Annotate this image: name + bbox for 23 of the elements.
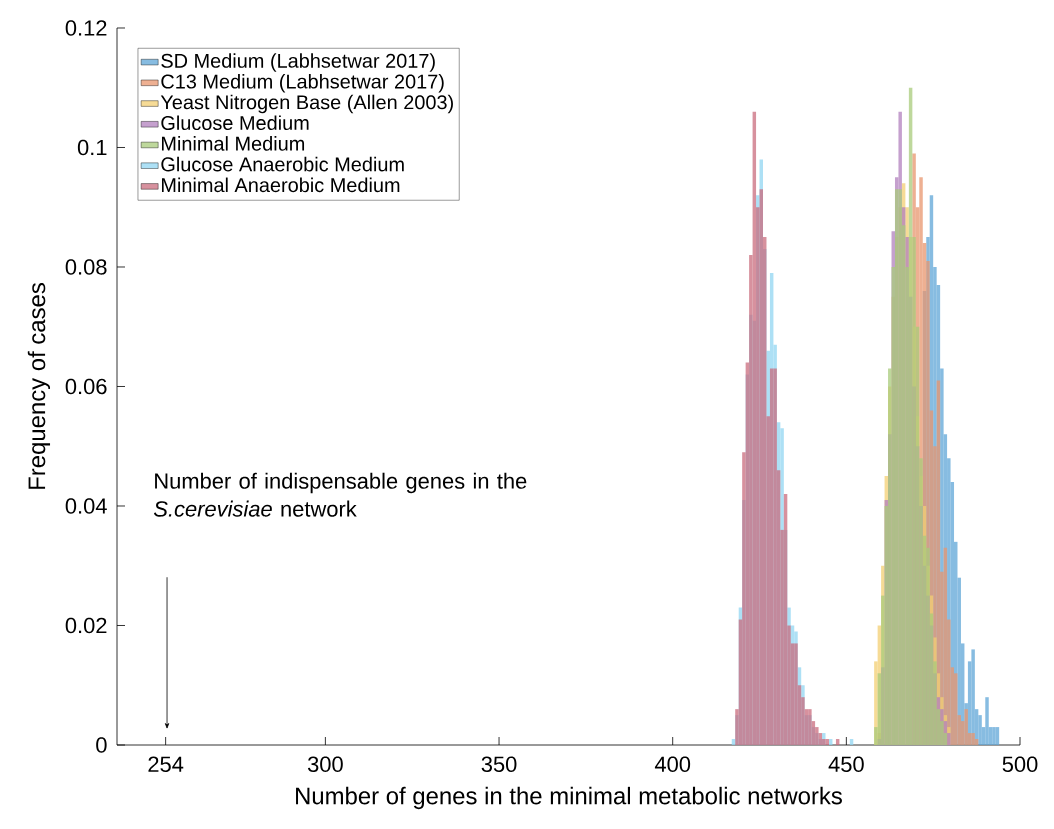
legend-label: C13 Medium (Labhsetwar 2017) xyxy=(161,73,444,93)
x-tick-label: 500 xyxy=(1002,756,1038,773)
legend-label: Yeast Nitrogen Base (Allen 2003) xyxy=(160,94,453,114)
y-tick-label: 0.04 xyxy=(65,498,107,514)
legend-label: Minimal Anaerobic Medium xyxy=(161,177,400,193)
y-tick-label: 0 xyxy=(96,737,107,753)
y-tick-label: 0.06 xyxy=(65,378,107,395)
y-tick-label: 0.02 xyxy=(65,617,107,634)
annotation: Number of indispensable genes in the S.cerevisiae network xyxy=(153,472,527,517)
y-tick-label: 0.08 xyxy=(65,259,107,275)
x-tick-label: 400 xyxy=(654,756,691,773)
y-tick-label: 0.12 xyxy=(65,20,107,36)
x-tick-label: 450 xyxy=(828,756,864,773)
x-tick-label: 300 xyxy=(307,756,343,773)
y-tick-label: 0.1 xyxy=(77,139,107,156)
legend-label: Glucose Anaerobic Medium xyxy=(161,156,404,172)
y-axis-title: Frequency of cases xyxy=(27,283,51,489)
legend-label: Glucose Medium xyxy=(161,115,309,131)
x-axis-title: Number of genes in the minimal metabolic networks xyxy=(296,786,842,810)
legend-label: Minimal Medium xyxy=(161,136,305,151)
x-tick-label: 254 xyxy=(148,756,184,773)
legend-label: SD Medium (Labhsetwar 2017) xyxy=(161,53,435,72)
x-tick-label: 350 xyxy=(481,756,517,773)
